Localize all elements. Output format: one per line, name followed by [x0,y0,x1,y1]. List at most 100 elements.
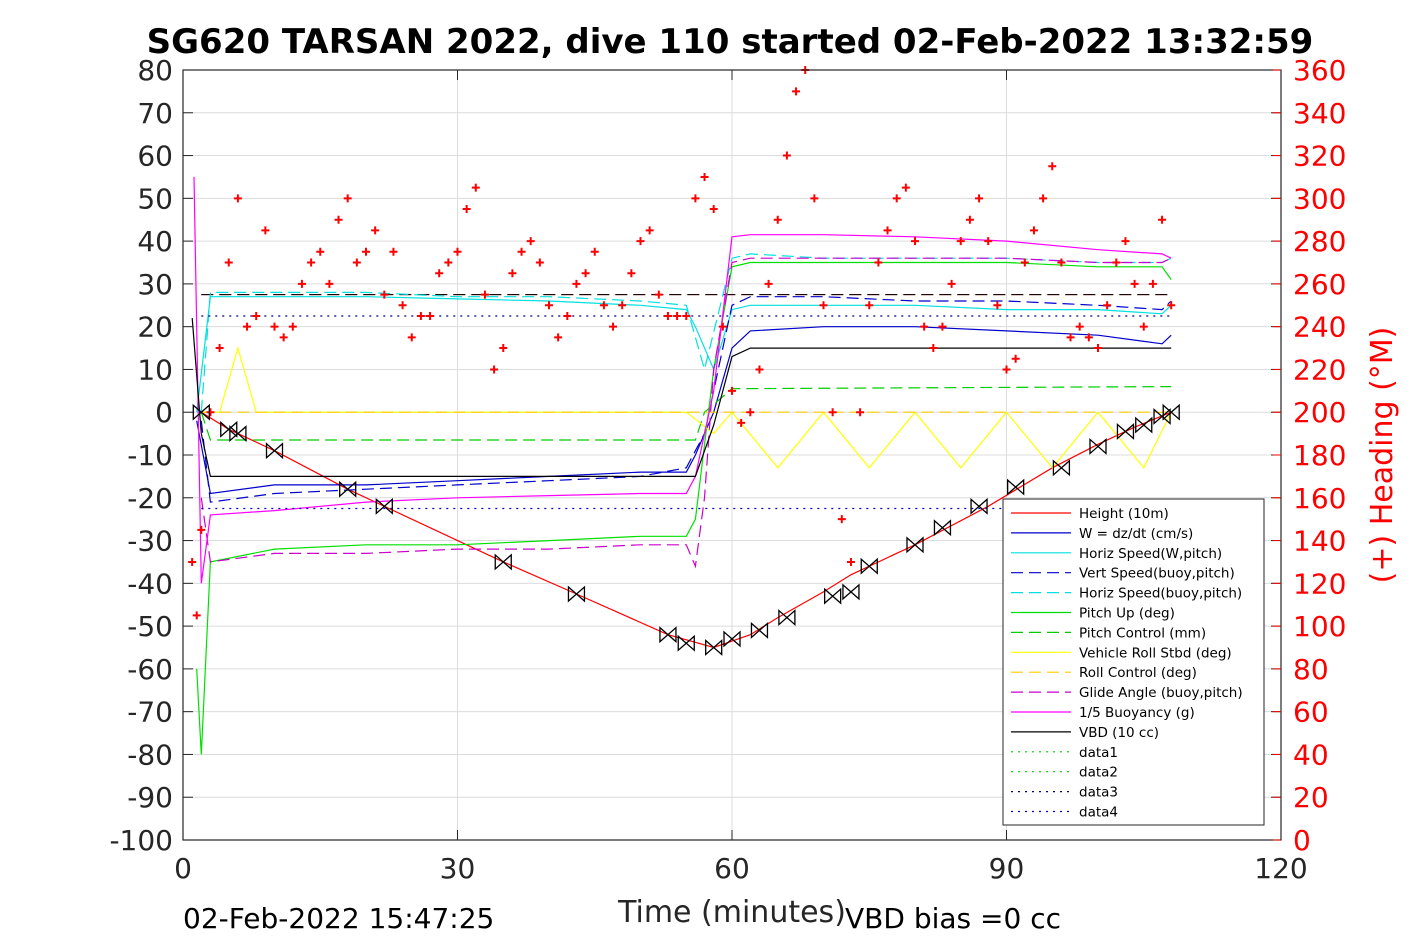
heading-point [1057,258,1066,267]
bow-tie-marker [750,621,769,639]
bow-tie-marker [842,583,860,601]
heading-point [206,408,215,417]
bow-tie-marker [1052,459,1071,477]
heading-point [416,311,425,320]
heading-point [682,311,691,320]
heading-point [645,226,654,235]
footer-vbd-bias: VBD bias =0 cc [845,902,1061,935]
heading-point [938,322,947,331]
bow-tie-marker [567,585,586,603]
heading-point [197,525,206,534]
right-tick-label: 200 [1293,396,1346,429]
heading-point [892,194,901,203]
heading-point [984,237,993,246]
legend-label: Height (10m) [1079,506,1169,522]
heading-point [819,301,828,310]
heading-point [279,333,288,342]
heading-point [517,247,526,256]
legend-label: 1/5 Buoyancy (g) [1079,705,1195,721]
heading-point [490,365,499,374]
left-tick-label: 60 [137,140,173,173]
heading-point [1139,322,1148,331]
heading-point [407,333,416,342]
legend-label: data3 [1079,785,1118,801]
right-tick-label: 260 [1293,268,1346,301]
left-tick-label: 70 [137,97,173,130]
heading-point [737,418,746,427]
heading-point [755,365,764,374]
heading-point [965,215,974,224]
heading-point [599,301,608,310]
left-tick-label: 10 [137,353,173,386]
heading-point [325,279,334,288]
heading-point [691,194,700,203]
left-tick-label: 0 [155,396,173,429]
heading-point [654,290,663,299]
right-tick-label: 20 [1293,781,1329,814]
heading-point [471,183,480,192]
bow-tie-marker [339,480,357,498]
heading-point [508,269,517,278]
heading-point [380,290,389,299]
chart-title: SG620 TARSAN 2022, dive 110 started 02-F… [147,22,1314,62]
right-tick-label: 300 [1293,182,1346,215]
heading-point [389,247,398,256]
x-tick-label: 30 [440,852,476,885]
left-tick-label: -60 [127,653,173,686]
heading-point [371,226,380,235]
left-tick-label: -30 [127,525,173,558]
heading-point [316,247,325,256]
heading-point [929,344,938,353]
heading-point [535,258,544,267]
heading-point [1094,344,1102,353]
left-tick-label: 40 [137,225,173,258]
left-tick-label: -20 [127,482,173,515]
right-axis-label: (+) Heading (°M) [1365,327,1400,584]
heading-point [563,311,572,320]
heading-point [627,269,636,278]
legend: Height (10m) W = dz/dt (cm/s) Horiz Speed(… [1002,498,1265,826]
right-tick-label: 40 [1293,738,1329,771]
heading-point [1066,333,1075,342]
heading-point [856,408,865,417]
x-tick-label: 120 [1254,852,1307,885]
heading-point [837,515,846,524]
heading-point [261,226,270,235]
heading-point [883,226,892,235]
right-tick-label: 0 [1293,824,1311,857]
heading-point [718,322,727,331]
series-line-2 [196,296,1172,413]
heading-point [956,237,965,246]
heading-point [398,301,407,310]
x-tick-label: 90 [989,852,1025,885]
heading-point [773,215,782,224]
legend-label: Vehicle Roll Stbd (deg) [1079,645,1232,661]
bow-tie-marker [933,519,952,537]
heading-point [1121,237,1130,246]
heading-point [609,322,618,331]
heading-point [480,290,489,299]
left-tick-label: -40 [127,567,173,600]
right-tick-label: 60 [1293,696,1329,729]
heading-point [1148,279,1157,288]
right-tick-label: 240 [1293,311,1346,344]
left-tick-label: -80 [127,738,173,771]
heading-point [526,237,535,246]
heading-point [1075,322,1084,331]
heading-point [1103,301,1112,310]
heading-point [874,258,883,267]
right-tick-label: 340 [1293,97,1346,130]
heading-point [764,279,773,288]
heading-point [288,322,297,331]
heading-point [188,557,197,566]
heading-point [700,172,709,181]
heading-point [865,301,874,310]
right-tick-label: 360 [1293,54,1346,87]
heading-point [1167,301,1176,310]
right-tick-label: 320 [1293,140,1346,173]
heading-point [709,205,718,214]
bow-tie-marker [705,639,723,656]
heading-point [270,322,279,331]
heading-point [243,322,252,331]
bow-tie-marker [1007,478,1025,496]
